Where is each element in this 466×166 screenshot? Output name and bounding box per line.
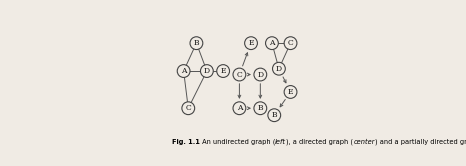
- Circle shape: [268, 109, 281, 122]
- Circle shape: [233, 102, 246, 115]
- Text: C: C: [185, 104, 191, 112]
- Text: D: D: [257, 71, 263, 79]
- Text: B: B: [193, 39, 199, 47]
- Circle shape: [254, 102, 267, 115]
- Circle shape: [245, 37, 257, 49]
- Text: left: left: [275, 139, 286, 145]
- Text: A: A: [237, 104, 242, 112]
- Text: ) and a partially directed graph (: ) and a partially directed graph (: [375, 138, 466, 145]
- Text: A: A: [269, 39, 274, 47]
- Circle shape: [266, 37, 278, 49]
- Circle shape: [217, 65, 230, 77]
- Text: A: A: [181, 67, 186, 75]
- Circle shape: [182, 102, 195, 115]
- Text: An undirected graph (: An undirected graph (: [200, 138, 275, 145]
- Text: C: C: [288, 39, 294, 47]
- Circle shape: [190, 37, 203, 49]
- Text: E: E: [220, 67, 226, 75]
- Text: C: C: [237, 71, 242, 79]
- Text: E: E: [248, 39, 254, 47]
- Text: E: E: [288, 88, 293, 96]
- Circle shape: [284, 86, 297, 98]
- Text: D: D: [204, 67, 210, 75]
- Circle shape: [200, 65, 213, 77]
- Text: D: D: [276, 65, 282, 73]
- Circle shape: [233, 68, 246, 81]
- Text: Fig. 1.1: Fig. 1.1: [172, 139, 200, 145]
- Circle shape: [273, 62, 285, 75]
- Circle shape: [177, 65, 190, 77]
- Circle shape: [284, 37, 297, 49]
- Text: B: B: [258, 104, 263, 112]
- Circle shape: [254, 68, 267, 81]
- Text: B: B: [272, 111, 277, 119]
- Text: ), a directed graph (: ), a directed graph (: [286, 138, 353, 145]
- Text: center: center: [353, 139, 375, 145]
